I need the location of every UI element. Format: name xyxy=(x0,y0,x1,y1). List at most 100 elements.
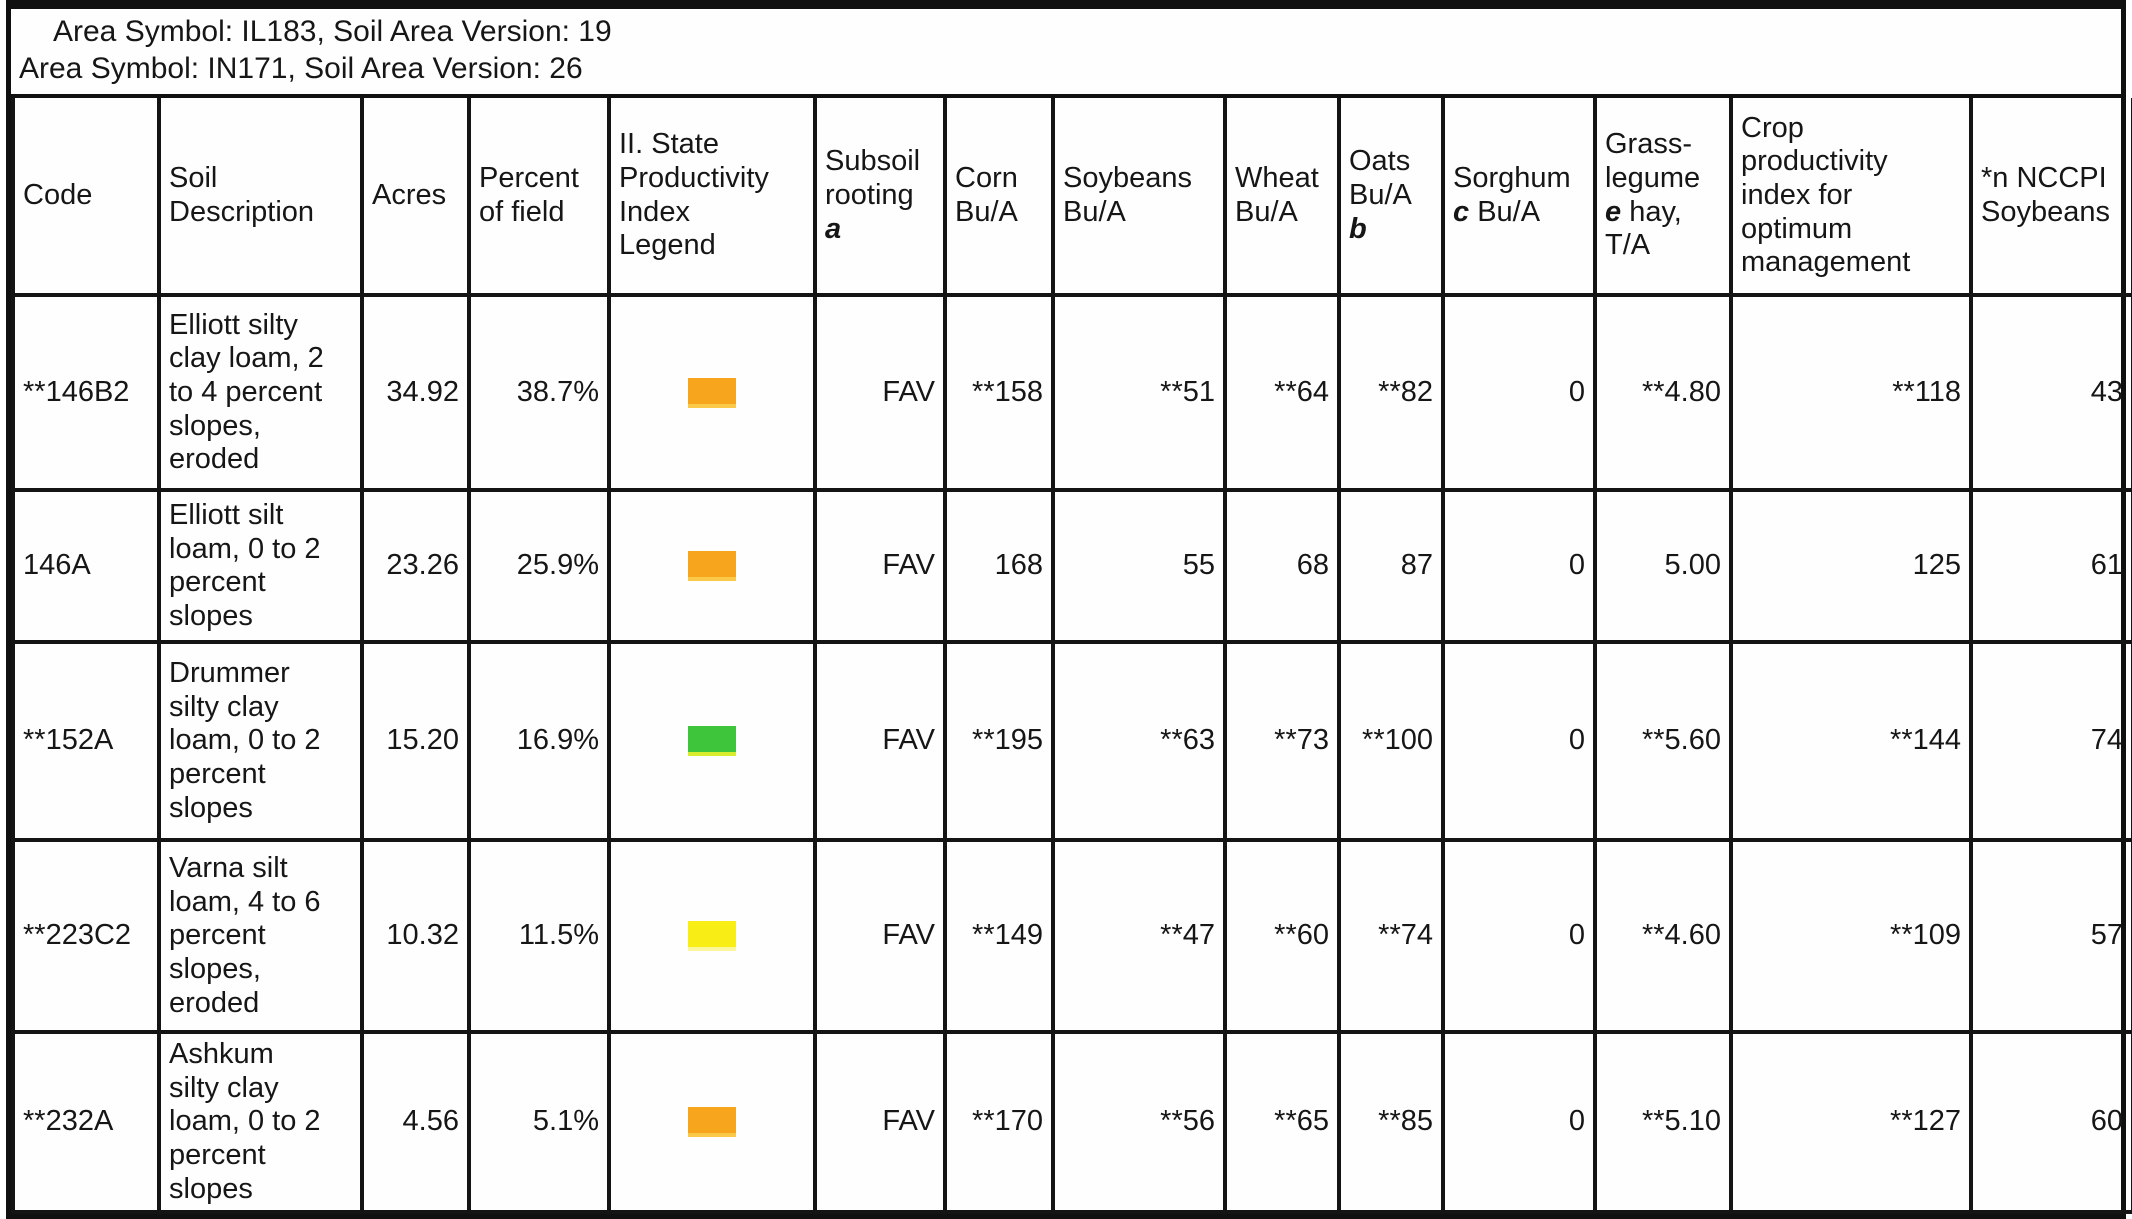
column-header-label: Soybeans Bu/A xyxy=(1063,162,1192,228)
column-header-label-post: Bu/A xyxy=(1469,195,1541,228)
column-header-label-post: hay, T/A xyxy=(1605,195,1682,262)
column-footnote-marker: c xyxy=(1453,195,1470,228)
table-row: **146B2 Elliott silty clay loam, 2 to 4 p… xyxy=(11,293,2132,493)
cell-soybeans: **56 xyxy=(1051,1030,1227,1215)
cell-code: **223C2 xyxy=(11,838,161,1035)
column-header-sorghum: Sorghum c Bu/A xyxy=(1441,98,1597,298)
cell-grass_legume: **5.10 xyxy=(1593,1030,1733,1215)
header-row: Code Soil Description Acres Percent of fiel… xyxy=(11,98,2132,298)
column-header-soybeans: Soybeans Bu/A xyxy=(1051,98,1227,298)
productivity-legend-swatch xyxy=(688,921,736,952)
cell-crop_index: **127 xyxy=(1729,1030,1973,1215)
cell-percent: 16.9% xyxy=(467,640,611,843)
cell-corn: **195 xyxy=(943,640,1055,843)
cell-sorghum: 0 xyxy=(1441,838,1597,1035)
cell-corn: 168 xyxy=(943,488,1055,645)
cell-subsoil: FAV xyxy=(813,1030,947,1215)
column-footnote-marker: e xyxy=(1605,195,1622,228)
column-header-wheat: Wheat Bu/A xyxy=(1223,98,1341,298)
cell-oats: 87 xyxy=(1337,488,1445,645)
cell-code: **152A xyxy=(11,640,161,843)
cell-grass_legume: **4.80 xyxy=(1593,293,1733,493)
column-header-label: II. State Productivity Index Legend xyxy=(619,128,769,262)
column-header-label: Wheat Bu/A xyxy=(1235,162,1319,228)
area-symbol-line-2: Area Symbol: IN171, Soil Area Version: 2… xyxy=(19,51,583,85)
cell-code: **146B2 xyxy=(11,293,161,493)
cell-wheat: **65 xyxy=(1223,1030,1341,1215)
column-header-label: Corn Bu/A xyxy=(955,162,1018,228)
cell-subsoil: FAV xyxy=(813,640,947,843)
cell-nccpi: 57 xyxy=(1969,838,2132,1035)
soil-productivity-table: Code Soil Description Acres Percent of fiel… xyxy=(11,98,2132,1215)
cell-soybeans: **51 xyxy=(1051,293,1227,493)
table-head: Code Soil Description Acres Percent of fiel… xyxy=(11,98,2132,298)
cell-description: Elliott silty clay loam, 2 to 4 percent … xyxy=(157,293,364,493)
cell-code: 146A xyxy=(11,488,161,645)
cell-nccpi: 74 xyxy=(1969,640,2132,843)
column-footnote-marker: b xyxy=(1349,212,1367,245)
cell-oats: **100 xyxy=(1337,640,1445,843)
column-header-label: Percent of field xyxy=(479,162,579,228)
cell-description: Elliott silt loam, 0 to 2 percent slopes xyxy=(157,488,364,645)
cell-legend xyxy=(607,293,817,493)
cell-corn: **158 xyxy=(943,293,1055,493)
cell-description: Drummer silty clay loam, 0 to 2 percent … xyxy=(157,640,364,843)
cell-legend xyxy=(607,838,817,1035)
table-row: **152A Drummer silty clay loam, 0 to 2 pe… xyxy=(11,640,2132,843)
column-header-label: Code xyxy=(23,178,93,211)
cell-acres: 34.92 xyxy=(360,293,471,493)
column-header-label: Crop productivity index for optimum mana… xyxy=(1741,111,1911,279)
cell-acres: 4.56 xyxy=(360,1030,471,1215)
cell-crop_index: **118 xyxy=(1729,293,1973,493)
cell-crop_index: 125 xyxy=(1729,488,1973,645)
column-header-label: Oats Bu/A xyxy=(1349,145,1412,211)
cell-description: Varna silt loam, 4 to 6 percent slopes, … xyxy=(157,838,364,1035)
column-header-oats: Oats Bu/A b xyxy=(1337,98,1445,298)
cell-oats: **82 xyxy=(1337,293,1445,493)
cell-crop_index: **109 xyxy=(1729,838,1973,1035)
cell-crop_index: **144 xyxy=(1729,640,1973,843)
column-header-percent: Percent of field xyxy=(467,98,611,298)
cell-legend xyxy=(607,640,817,843)
cell-oats: **85 xyxy=(1337,1030,1445,1215)
cell-sorghum: 0 xyxy=(1441,1030,1597,1215)
table-body: **146B2 Elliott silty clay loam, 2 to 4 p… xyxy=(11,293,2132,1215)
area-symbol-header: Area Symbol: IL183, Soil Area Version: 1… xyxy=(11,9,2121,99)
productivity-legend-swatch xyxy=(688,377,736,408)
cell-sorghum: 0 xyxy=(1441,488,1597,645)
column-header-label: Grass- legume xyxy=(1605,128,1701,195)
cell-subsoil: FAV xyxy=(813,488,947,645)
cell-description: Ashkum silty clay loam, 0 to 2 percent s… xyxy=(157,1030,364,1215)
cell-soybeans: 55 xyxy=(1051,488,1227,645)
column-header-label: *n NCCPI Soybeans xyxy=(1981,162,2110,228)
cell-percent: 25.9% xyxy=(467,488,611,645)
cell-soybeans: **63 xyxy=(1051,640,1227,843)
cell-soybeans: **47 xyxy=(1051,838,1227,1035)
column-header-grass_legume: Grass- legume e hay, T/A xyxy=(1593,98,1733,298)
column-header-acres: Acres xyxy=(360,98,471,298)
cell-code: **232A xyxy=(11,1030,161,1215)
productivity-legend-swatch xyxy=(688,551,736,582)
cell-sorghum: 0 xyxy=(1441,293,1597,493)
cell-acres: 23.26 xyxy=(360,488,471,645)
column-header-label: Acres xyxy=(372,178,447,211)
cell-grass_legume: **4.60 xyxy=(1593,838,1733,1035)
document-frame: Area Symbol: IL183, Soil Area Version: 1… xyxy=(6,0,2132,1219)
cell-oats: **74 xyxy=(1337,838,1445,1035)
column-header-subsoil: Subsoil rooting a xyxy=(813,98,947,298)
cell-acres: 10.32 xyxy=(360,838,471,1035)
column-header-label: Soil Description xyxy=(169,162,315,228)
cell-subsoil: FAV xyxy=(813,838,947,1035)
table-row: 146A Elliott silt loam, 0 to 2 percent sl… xyxy=(11,488,2132,645)
cell-legend xyxy=(607,1030,817,1215)
cell-wheat: **64 xyxy=(1223,293,1341,493)
column-header-crop_index: Crop productivity index for optimum mana… xyxy=(1729,98,1973,298)
cell-acres: 15.20 xyxy=(360,640,471,843)
cell-nccpi: 60 xyxy=(1969,1030,2132,1215)
column-header-label: Sorghum xyxy=(1453,162,1571,195)
cell-nccpi: 61 xyxy=(1969,488,2132,645)
cell-percent: 11.5% xyxy=(467,838,611,1035)
cell-grass_legume: 5.00 xyxy=(1593,488,1733,645)
cell-sorghum: 0 xyxy=(1441,640,1597,843)
